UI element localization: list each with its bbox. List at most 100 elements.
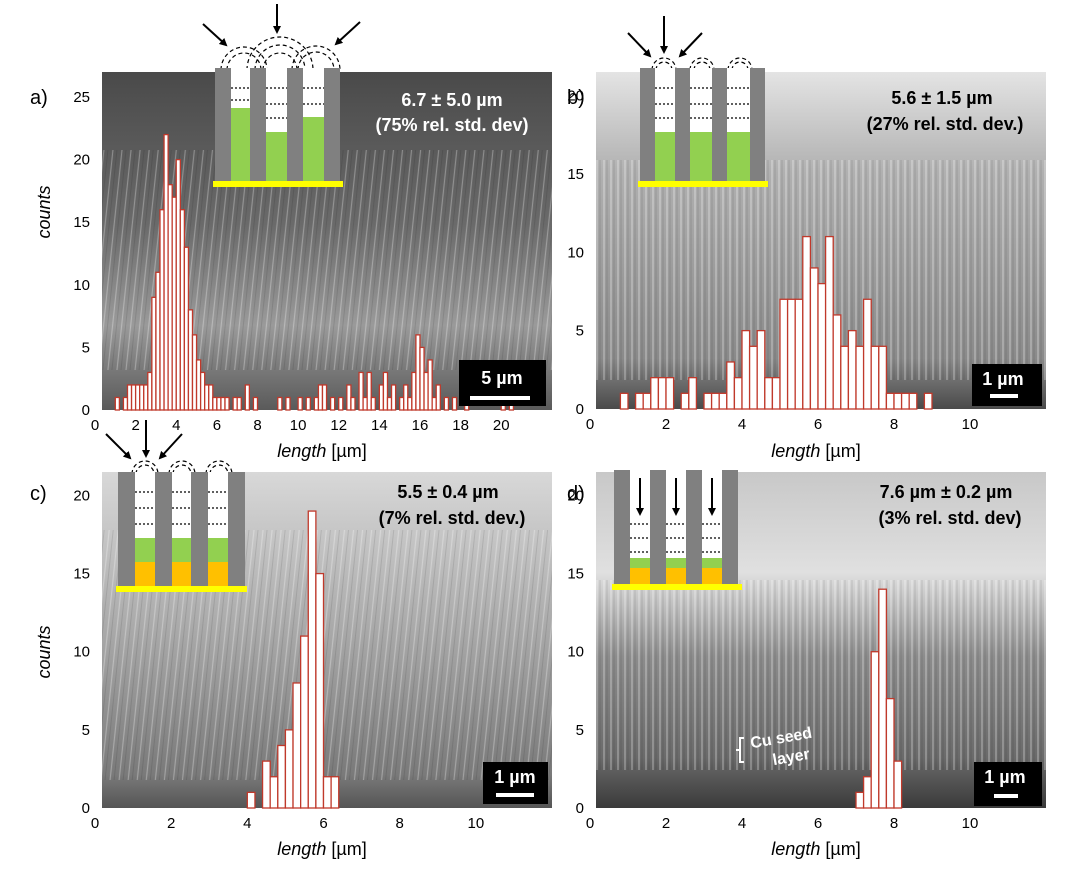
bar [870, 345, 880, 410]
y-tick-label: 10 [567, 644, 584, 661]
bar [382, 371, 389, 411]
bar [427, 359, 433, 411]
bar [908, 392, 918, 410]
bar [824, 235, 834, 410]
x-tick-label: 8 [253, 417, 261, 434]
scale-bar-label-c: 1 µm [494, 767, 535, 787]
bar [710, 392, 720, 410]
x-tick-label: 0 [586, 416, 594, 433]
bar [885, 392, 895, 410]
bar [224, 396, 230, 411]
y-tick-labels-d: 0 5 10 15 20 [567, 487, 584, 817]
x-tick-label: 6 [213, 417, 221, 434]
y-axis-label-a: counts [34, 185, 54, 238]
x-tick-label: 12 [330, 417, 347, 434]
bar [794, 298, 804, 410]
y-tick-label: 25 [73, 89, 90, 106]
y-tick-label: 15 [73, 566, 90, 583]
bar [650, 377, 660, 410]
stat-line2-c: (7% rel. std. dev.) [379, 508, 526, 528]
bar [435, 384, 441, 411]
y-tick-label: 5 [82, 339, 90, 356]
x-tick-label: 4 [243, 815, 251, 832]
bar [322, 776, 332, 809]
x-tick-label: 10 [962, 416, 979, 433]
y-tick-label: 15 [567, 166, 584, 183]
bar [236, 396, 242, 411]
stat-line2-a: (75% rel. std. dev) [375, 115, 528, 135]
stat-line2-d: (3% rel. std. dev) [878, 508, 1021, 528]
bar [246, 791, 256, 809]
y-tick-label: 20 [73, 487, 90, 504]
x-tick-label: 6 [814, 416, 822, 433]
bar [665, 377, 675, 410]
y-tick-label: 10 [567, 244, 584, 261]
y-tick-label: 10 [73, 644, 90, 661]
scale-bar-c: 1 µm [483, 762, 548, 804]
bar [634, 392, 644, 410]
bar [832, 314, 842, 410]
bar [277, 396, 283, 411]
bar [870, 651, 880, 809]
schematic-a [202, 4, 361, 187]
x-tick-label: 8 [890, 416, 898, 433]
field-lines-b [651, 57, 753, 71]
y-tick-label: 5 [82, 722, 90, 739]
chart-c: 0 5 10 15 20 0 2 4 6 8 10 length [µm] counts [34, 487, 484, 859]
scale-bar-label-a: 5 µm [481, 368, 522, 388]
x-tick-label: 16 [412, 417, 429, 434]
bar [277, 744, 287, 809]
bar [809, 267, 819, 410]
bar [350, 396, 356, 411]
bar [451, 396, 458, 411]
schematic-b [627, 16, 768, 187]
x-axis-label-b: length [µm] [771, 441, 860, 461]
bar [315, 572, 325, 809]
bar [840, 345, 850, 410]
scale-bar-label-b: 1 µm [982, 369, 1023, 389]
y-tick-label: 20 [73, 152, 90, 169]
bar [252, 396, 259, 411]
bar [900, 392, 910, 410]
x-tick-label: 6 [814, 815, 822, 832]
bar [329, 396, 336, 411]
x-tick-label: 14 [371, 417, 388, 434]
bar [370, 396, 376, 411]
bar [366, 371, 372, 411]
x-tick-label: 4 [738, 416, 746, 433]
sem-image-c [102, 472, 552, 808]
bar [878, 345, 888, 410]
bar [680, 392, 690, 410]
scale-bar-a: 5 µm [459, 360, 546, 406]
x-tick-label: 2 [131, 417, 139, 434]
bar [893, 392, 903, 410]
panel-label-a: a) [30, 87, 48, 109]
bar [817, 282, 827, 410]
x-tick-label: 10 [467, 815, 484, 832]
y-tick-label: 0 [576, 800, 584, 817]
y-tick-label: 20 [567, 487, 584, 504]
schematic-d [612, 470, 742, 590]
field-lines-c [131, 460, 233, 475]
x-tick-label: 4 [738, 815, 746, 832]
x-axis-label-a: length [µm] [277, 441, 366, 461]
bar [703, 392, 713, 410]
x-tick-label: 2 [167, 815, 175, 832]
y-tick-label: 20 [567, 88, 584, 105]
x-tick-label: 0 [586, 815, 594, 832]
panel-label-b: b) [567, 87, 585, 109]
scale-bar-d: 1 µm [974, 762, 1042, 806]
bar [885, 697, 895, 809]
bar [305, 396, 311, 411]
stat-line1-d: 7.6 µm ± 0.2 µm [880, 482, 1013, 502]
x-tick-label: 2 [662, 416, 670, 433]
bar [847, 329, 857, 410]
bar [855, 791, 865, 809]
stat-line1-c: 5.5 ± 0.4 µm [397, 482, 498, 502]
bar [779, 298, 789, 410]
x-tick-label: 4 [172, 417, 180, 434]
x-tick-label: 0 [91, 815, 99, 832]
x-tick-labels-b: 0 2 4 6 8 10 [586, 416, 979, 433]
bar [923, 392, 933, 410]
y-tick-label: 0 [576, 401, 584, 418]
